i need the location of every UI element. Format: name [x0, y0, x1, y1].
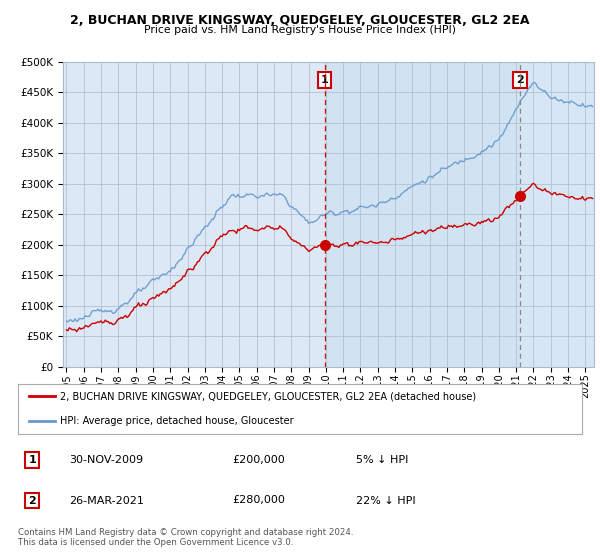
Text: 2: 2 — [28, 496, 36, 506]
Text: 5% ↓ HPI: 5% ↓ HPI — [356, 455, 409, 465]
Text: 1: 1 — [320, 75, 328, 85]
Bar — [325, 62, 520, 367]
Text: Price paid vs. HM Land Registry's House Price Index (HPI): Price paid vs. HM Land Registry's House … — [144, 25, 456, 35]
Text: 30-NOV-2009: 30-NOV-2009 — [69, 455, 143, 465]
Text: 22% ↓ HPI: 22% ↓ HPI — [356, 496, 416, 506]
Text: 2: 2 — [516, 75, 524, 85]
Text: HPI: Average price, detached house, Gloucester: HPI: Average price, detached house, Glou… — [60, 417, 294, 426]
Text: This data is licensed under the Open Government Licence v3.0.: This data is licensed under the Open Gov… — [18, 538, 293, 547]
Text: 26-MAR-2021: 26-MAR-2021 — [69, 496, 143, 506]
Text: £280,000: £280,000 — [232, 496, 285, 506]
Text: 1: 1 — [28, 455, 36, 465]
Bar — [325, 62, 594, 367]
Text: Contains HM Land Registry data © Crown copyright and database right 2024.: Contains HM Land Registry data © Crown c… — [18, 528, 353, 536]
Text: 2, BUCHAN DRIVE KINGSWAY, QUEDGELEY, GLOUCESTER, GL2 2EA (detached house): 2, BUCHAN DRIVE KINGSWAY, QUEDGELEY, GLO… — [60, 391, 476, 401]
Text: 2, BUCHAN DRIVE KINGSWAY, QUEDGELEY, GLOUCESTER, GL2 2EA: 2, BUCHAN DRIVE KINGSWAY, QUEDGELEY, GLO… — [70, 14, 530, 27]
Text: £200,000: £200,000 — [232, 455, 285, 465]
